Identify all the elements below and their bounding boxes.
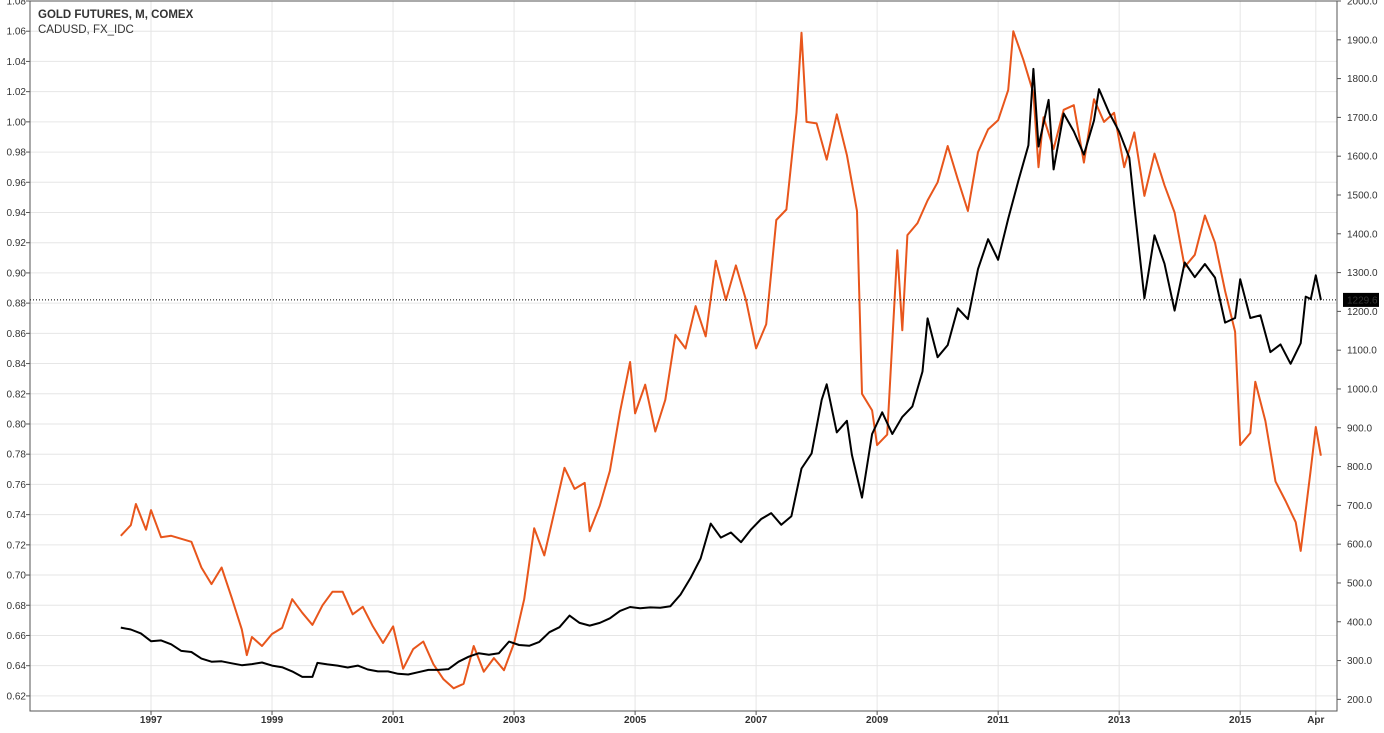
left-tick-label: 0.80 [7, 419, 27, 430]
left-tick-label: 0.62 [7, 691, 27, 702]
left-tick-label: 0.64 [7, 661, 27, 672]
left-tick-label: 0.68 [7, 601, 27, 612]
left-tick-label: 0.66 [7, 631, 27, 642]
price-label: 1229.6 [1347, 295, 1378, 306]
right-tick-label: 1200.0 [1347, 307, 1378, 318]
x-tick-label: 1997 [140, 715, 163, 726]
x-tick-label: 1999 [261, 715, 284, 726]
right-tick-label: 1100.0 [1347, 346, 1377, 357]
left-tick-label: 0.96 [7, 178, 27, 189]
x-tick-label: 2001 [382, 715, 405, 726]
left-tick-label: 1.04 [7, 57, 27, 68]
x-tick-label: Apr [1307, 715, 1324, 726]
left-tick-label: 0.86 [7, 329, 27, 340]
right-tick-label: 1400.0 [1347, 229, 1378, 240]
right-tick-label: 2000.0 [1347, 0, 1378, 8]
right-tick-label: 600.0 [1347, 540, 1372, 551]
left-tick-label: 0.88 [7, 299, 27, 310]
x-tick-label: 2013 [1108, 715, 1131, 726]
left-tick-label: 0.92 [7, 238, 27, 249]
right-tick-label: 1000.0 [1347, 384, 1378, 395]
right-tick-label: 700.0 [1347, 501, 1372, 512]
right-tick-label: 400.0 [1347, 617, 1372, 628]
right-tick-label: 800.0 [1347, 462, 1372, 473]
left-tick-label: 0.74 [7, 510, 27, 521]
x-tick-label: 2009 [866, 715, 889, 726]
x-tick-label: 2015 [1229, 715, 1252, 726]
right-tick-label: 200.0 [1347, 695, 1372, 706]
right-tick-label: 1300.0 [1347, 268, 1378, 279]
x-tick-label: 2007 [745, 715, 768, 726]
left-tick-label: 1.08 [7, 0, 27, 8]
left-tick-label: 0.82 [7, 389, 27, 400]
cadusd-line [120, 30, 1322, 690]
axis-layer: 1.08 1.06 1.04 1.02 1.00 0.98 0.96 0.94 0.92 0.90… [7, 0, 1378, 726]
right-tick-label: 500.0 [1347, 578, 1372, 589]
x-tick-label: 2005 [624, 715, 647, 726]
left-tick-label: 1.06 [7, 27, 27, 38]
left-tick-label: 0.98 [7, 148, 27, 159]
gold-futures-line [120, 67, 1322, 678]
series-layer [120, 30, 1322, 690]
left-tick-label: 0.94 [7, 208, 27, 219]
left-tick-label: 0.70 [7, 571, 27, 582]
plot-frame [29, 0, 1338, 712]
right-tick-label: 1500.0 [1347, 190, 1378, 201]
left-tick-label: 0.78 [7, 450, 27, 461]
right-tick-label: 300.0 [1347, 656, 1372, 667]
left-tick-label: 1.00 [7, 117, 27, 128]
right-tick-label: 1600.0 [1347, 152, 1378, 163]
left-tick-label: 0.84 [7, 359, 27, 370]
x-tick-label: 2011 [987, 715, 1009, 726]
left-tick-label: 0.72 [7, 540, 27, 551]
right-tick-label: 1900.0 [1347, 35, 1378, 46]
left-tick-label: 0.76 [7, 480, 27, 491]
price-marker-layer: 1229.6 [30, 292, 1379, 307]
right-tick-label: 1700.0 [1347, 113, 1378, 124]
x-tick-label: 2003 [503, 715, 526, 726]
price-label-background [1343, 292, 1379, 307]
left-tick-label: 1.02 [7, 87, 27, 98]
grid-layer [30, 0, 1337, 711]
left-tick-label: 0.90 [7, 268, 27, 279]
right-tick-label: 900.0 [1347, 423, 1372, 434]
right-tick-label: 1800.0 [1347, 74, 1378, 85]
